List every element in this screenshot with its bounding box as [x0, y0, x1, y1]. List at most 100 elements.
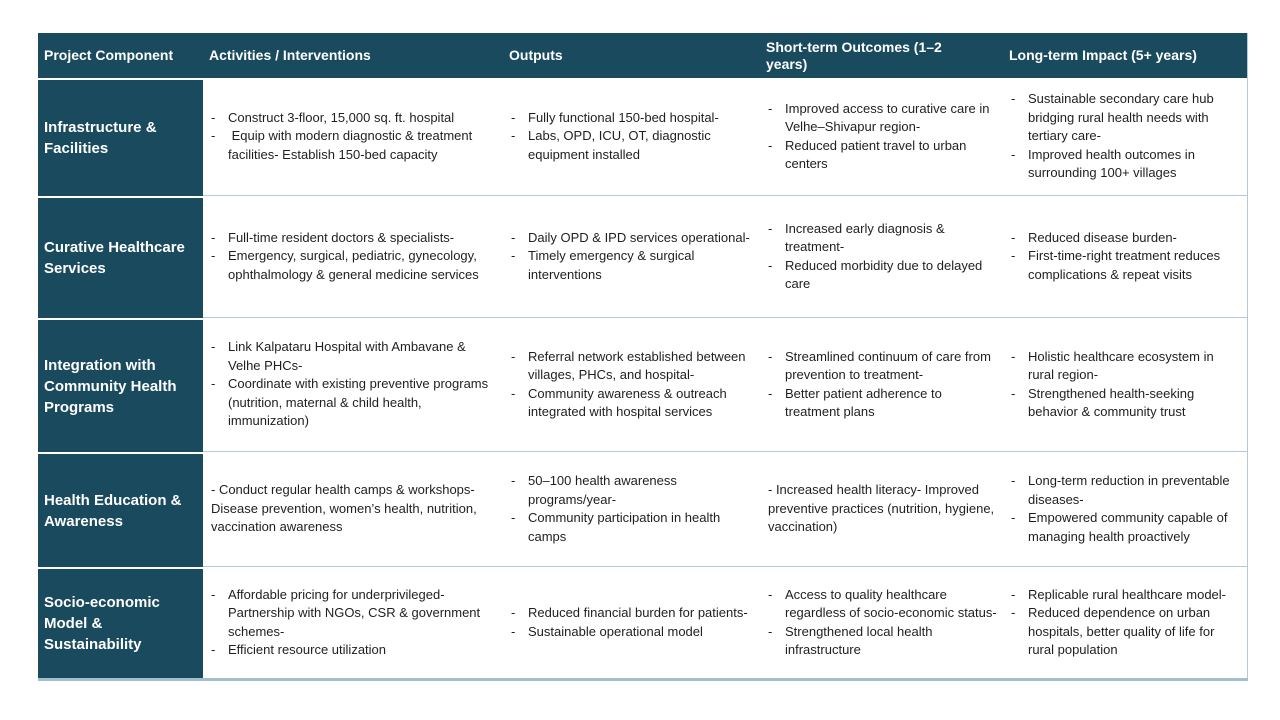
bullet-text: Reduced patient travel to urban centers — [785, 137, 971, 172]
bullet-text: 50–100 health awareness programs/year- — [528, 473, 681, 507]
cell-activities: - Conduct regular health camps & worksho… — [203, 452, 503, 567]
bullet-text: Fully functional 150-bed hospital- — [528, 109, 719, 125]
bullet-text: Community participation in health camps — [528, 510, 724, 544]
row-header-label: Curative Healthcare Services — [44, 239, 185, 277]
header-label: Long-term Impact (5+ years) — [1009, 47, 1197, 63]
bullet-item: Community awareness & outreach integrate… — [511, 385, 756, 422]
cell-long-term: Sustainable secondary care hub bridging … — [1003, 78, 1248, 196]
row-header-health-education: Health Education & Awareness — [38, 452, 203, 567]
bullet-item: Timely emergency & surgical intervention… — [511, 247, 756, 284]
bullet-text: Strengthened local health infrastructure — [785, 623, 937, 658]
bullet-text: Sustainable operational model — [528, 623, 703, 639]
bullet-item: Improved access to curative care in Velh… — [768, 100, 999, 137]
row-header-label: Socio-economic Model & Sustainability — [44, 594, 160, 653]
bullet-item: Affordable pricing for underprivileged- … — [211, 586, 499, 642]
cell-outputs: Fully functional 150-bed hospital- Labs,… — [503, 78, 760, 196]
header-cell-project-component: Project Component — [38, 33, 203, 78]
bullet-text: Strengthened health-seeking behavior & c… — [1028, 385, 1198, 420]
cell-short-term: - Increased health literacy- Improved pr… — [760, 452, 1003, 567]
bullet-item: Coordinate with existing preventive prog… — [211, 375, 499, 431]
bullet-text: Full-time resident doctors & specialists… — [228, 229, 455, 245]
cell-outputs: Daily OPD & IPD services operational- Ti… — [503, 196, 760, 318]
bullet-text: Improved access to curative care in Velh… — [785, 100, 994, 135]
bullet-text: Coordinate with existing preventive prog… — [228, 376, 492, 429]
bullet-item: Access to quality healthcare regardless … — [768, 586, 999, 623]
bullet-item: Sustainable secondary care hub bridging … — [1011, 90, 1243, 146]
bullet-text: Long-term reduction in preventable disea… — [1028, 473, 1234, 507]
bullet-item: Holistic healthcare ecosystem in rural r… — [1011, 348, 1243, 385]
bullet-item: 50–100 health awareness programs/year- — [511, 472, 756, 509]
bullet-item: Reduced disease burden- — [1011, 229, 1243, 248]
row-header-curative: Curative Healthcare Services — [38, 196, 203, 318]
bullet-item: Fully functional 150-bed hospital- — [511, 109, 756, 128]
cell-activities: Affordable pricing for underprivileged- … — [203, 567, 503, 678]
bullet-text: Referral network established between vil… — [528, 348, 750, 383]
bullet-item: Replicable rural healthcare model- — [1011, 586, 1243, 605]
cell-activities: Full-time resident doctors & specialists… — [203, 196, 503, 318]
bullet-text: Holistic healthcare ecosystem in rural r… — [1028, 348, 1218, 383]
bullet-text: Affordable pricing for underprivileged- … — [228, 586, 484, 639]
bullet-item: Referral network established between vil… — [511, 348, 756, 385]
bullet-text: Construct 3-floor, 15,000 sq. ft. hospit… — [228, 109, 455, 125]
cell-outputs: Referral network established between vil… — [503, 318, 760, 452]
cell-outputs: 50–100 health awareness programs/year- C… — [503, 452, 760, 567]
bullet-item: Improved health outcomes in surrounding … — [1011, 146, 1243, 183]
bullet-text: Increased early diagnosis & treatment- — [785, 220, 949, 255]
bullet-text: Reduced disease burden- — [1028, 229, 1177, 245]
cell-short-term: Streamlined continuum of care from preve… — [760, 318, 1003, 452]
bullet-text: Reduced morbidity due to delayed care — [785, 257, 986, 292]
bullet-item: Empowered community capable of managing … — [1011, 509, 1243, 546]
bullet-text: Community awareness & outreach integrate… — [528, 385, 731, 420]
bullet-text: Equip with modern diagnostic & treatment… — [228, 128, 476, 162]
cell-long-term: Replicable rural healthcare model- Reduc… — [1003, 567, 1248, 678]
bullet-item: Construct 3-floor, 15,000 sq. ft. hospit… — [211, 109, 499, 128]
project-logframe-table: Project Component Activities / Intervent… — [38, 33, 1248, 681]
header-label: Outputs — [509, 47, 563, 63]
cell-short-term: Access to quality healthcare regardless … — [760, 567, 1003, 678]
bullet-item: Reduced financial burden for patients- — [511, 604, 756, 623]
bullet-text: Daily OPD & IPD services operational- — [528, 229, 750, 245]
cell-outputs: Reduced financial burden for patients- S… — [503, 567, 760, 678]
bullet-item: Community participation in health camps — [511, 509, 756, 546]
bullet-item: Daily OPD & IPD services operational- — [511, 229, 756, 248]
bullet-text: Sustainable secondary care hub bridging … — [1028, 91, 1218, 144]
row-header-label: Integration with Community Health Progra… — [44, 356, 177, 416]
bullet-text: Replicable rural healthcare model- — [1028, 586, 1226, 602]
cell-short-term: Increased early diagnosis & treatment- R… — [760, 196, 1003, 318]
bullet-text: Timely emergency & surgical intervention… — [528, 248, 699, 282]
row-header-socio-economic: Socio-economic Model & Sustainability — [38, 567, 203, 678]
row-header-label: Health Education & Awareness — [44, 491, 182, 530]
header-label: Short-term Outcomes (1–2 years) — [766, 38, 942, 72]
header-cell-outputs: Outputs — [503, 33, 760, 78]
bullet-item: Link Kalpataru Hospital with Ambavane & … — [211, 338, 499, 375]
row-header-integration: Integration with Community Health Progra… — [38, 318, 203, 452]
cell-long-term: Long-term reduction in preventable disea… — [1003, 452, 1248, 567]
bullet-item: Streamlined continuum of care from preve… — [768, 348, 999, 385]
bullet-item: Strengthened local health infrastructure — [768, 623, 999, 660]
bullet-item: Efficient resource utilization — [211, 641, 499, 660]
bullet-item: Reduced patient travel to urban centers — [768, 137, 999, 174]
bullet-item: Emergency, surgical, pediatric, gynecolo… — [211, 247, 499, 284]
bullet-item: Better patient adherence to treatment pl… — [768, 385, 999, 422]
header-label: Project Component — [44, 47, 174, 63]
bullet-text: Labs, OPD, ICU, OT, diagnostic equipment… — [528, 128, 715, 162]
bullet-text: Access to quality healthcare regardless … — [785, 586, 997, 621]
bullet-text: Improved health outcomes in surrounding … — [1028, 146, 1199, 181]
bullet-text: Reduced dependence on urban hospitals, b… — [1028, 605, 1219, 657]
bullet-item: First-time-right treatment reduces compl… — [1011, 247, 1243, 284]
bullet-item: Strengthened health-seeking behavior & c… — [1011, 385, 1243, 422]
bullet-text: Link Kalpataru Hospital with Ambavane & … — [228, 339, 470, 373]
bullet-item: Labs, OPD, ICU, OT, diagnostic equipment… — [511, 127, 756, 164]
bullet-item: Increased early diagnosis & treatment- — [768, 220, 999, 257]
row-header-infrastructure: Infrastructure & Facilities — [38, 78, 203, 196]
row-header-label: Infrastructure & Facilities — [44, 119, 157, 157]
header-label: Activities / Interventions — [209, 47, 371, 63]
cell-long-term: Holistic healthcare ecosystem in rural r… — [1003, 318, 1248, 452]
bullet-text: First-time-right treatment reduces compl… — [1028, 248, 1224, 282]
bullet-item: Long-term reduction in preventable disea… — [1011, 472, 1243, 509]
bullet-text: Reduced financial burden for patients- — [528, 605, 748, 620]
bullet-item: Reduced dependence on urban hospitals, b… — [1011, 604, 1243, 660]
bullet-item: Equip with modern diagnostic & treatment… — [211, 127, 499, 164]
bullet-text: Empowered community capable of managing … — [1028, 510, 1232, 544]
cell-paragraph: - Conduct regular health camps & worksho… — [211, 482, 481, 535]
